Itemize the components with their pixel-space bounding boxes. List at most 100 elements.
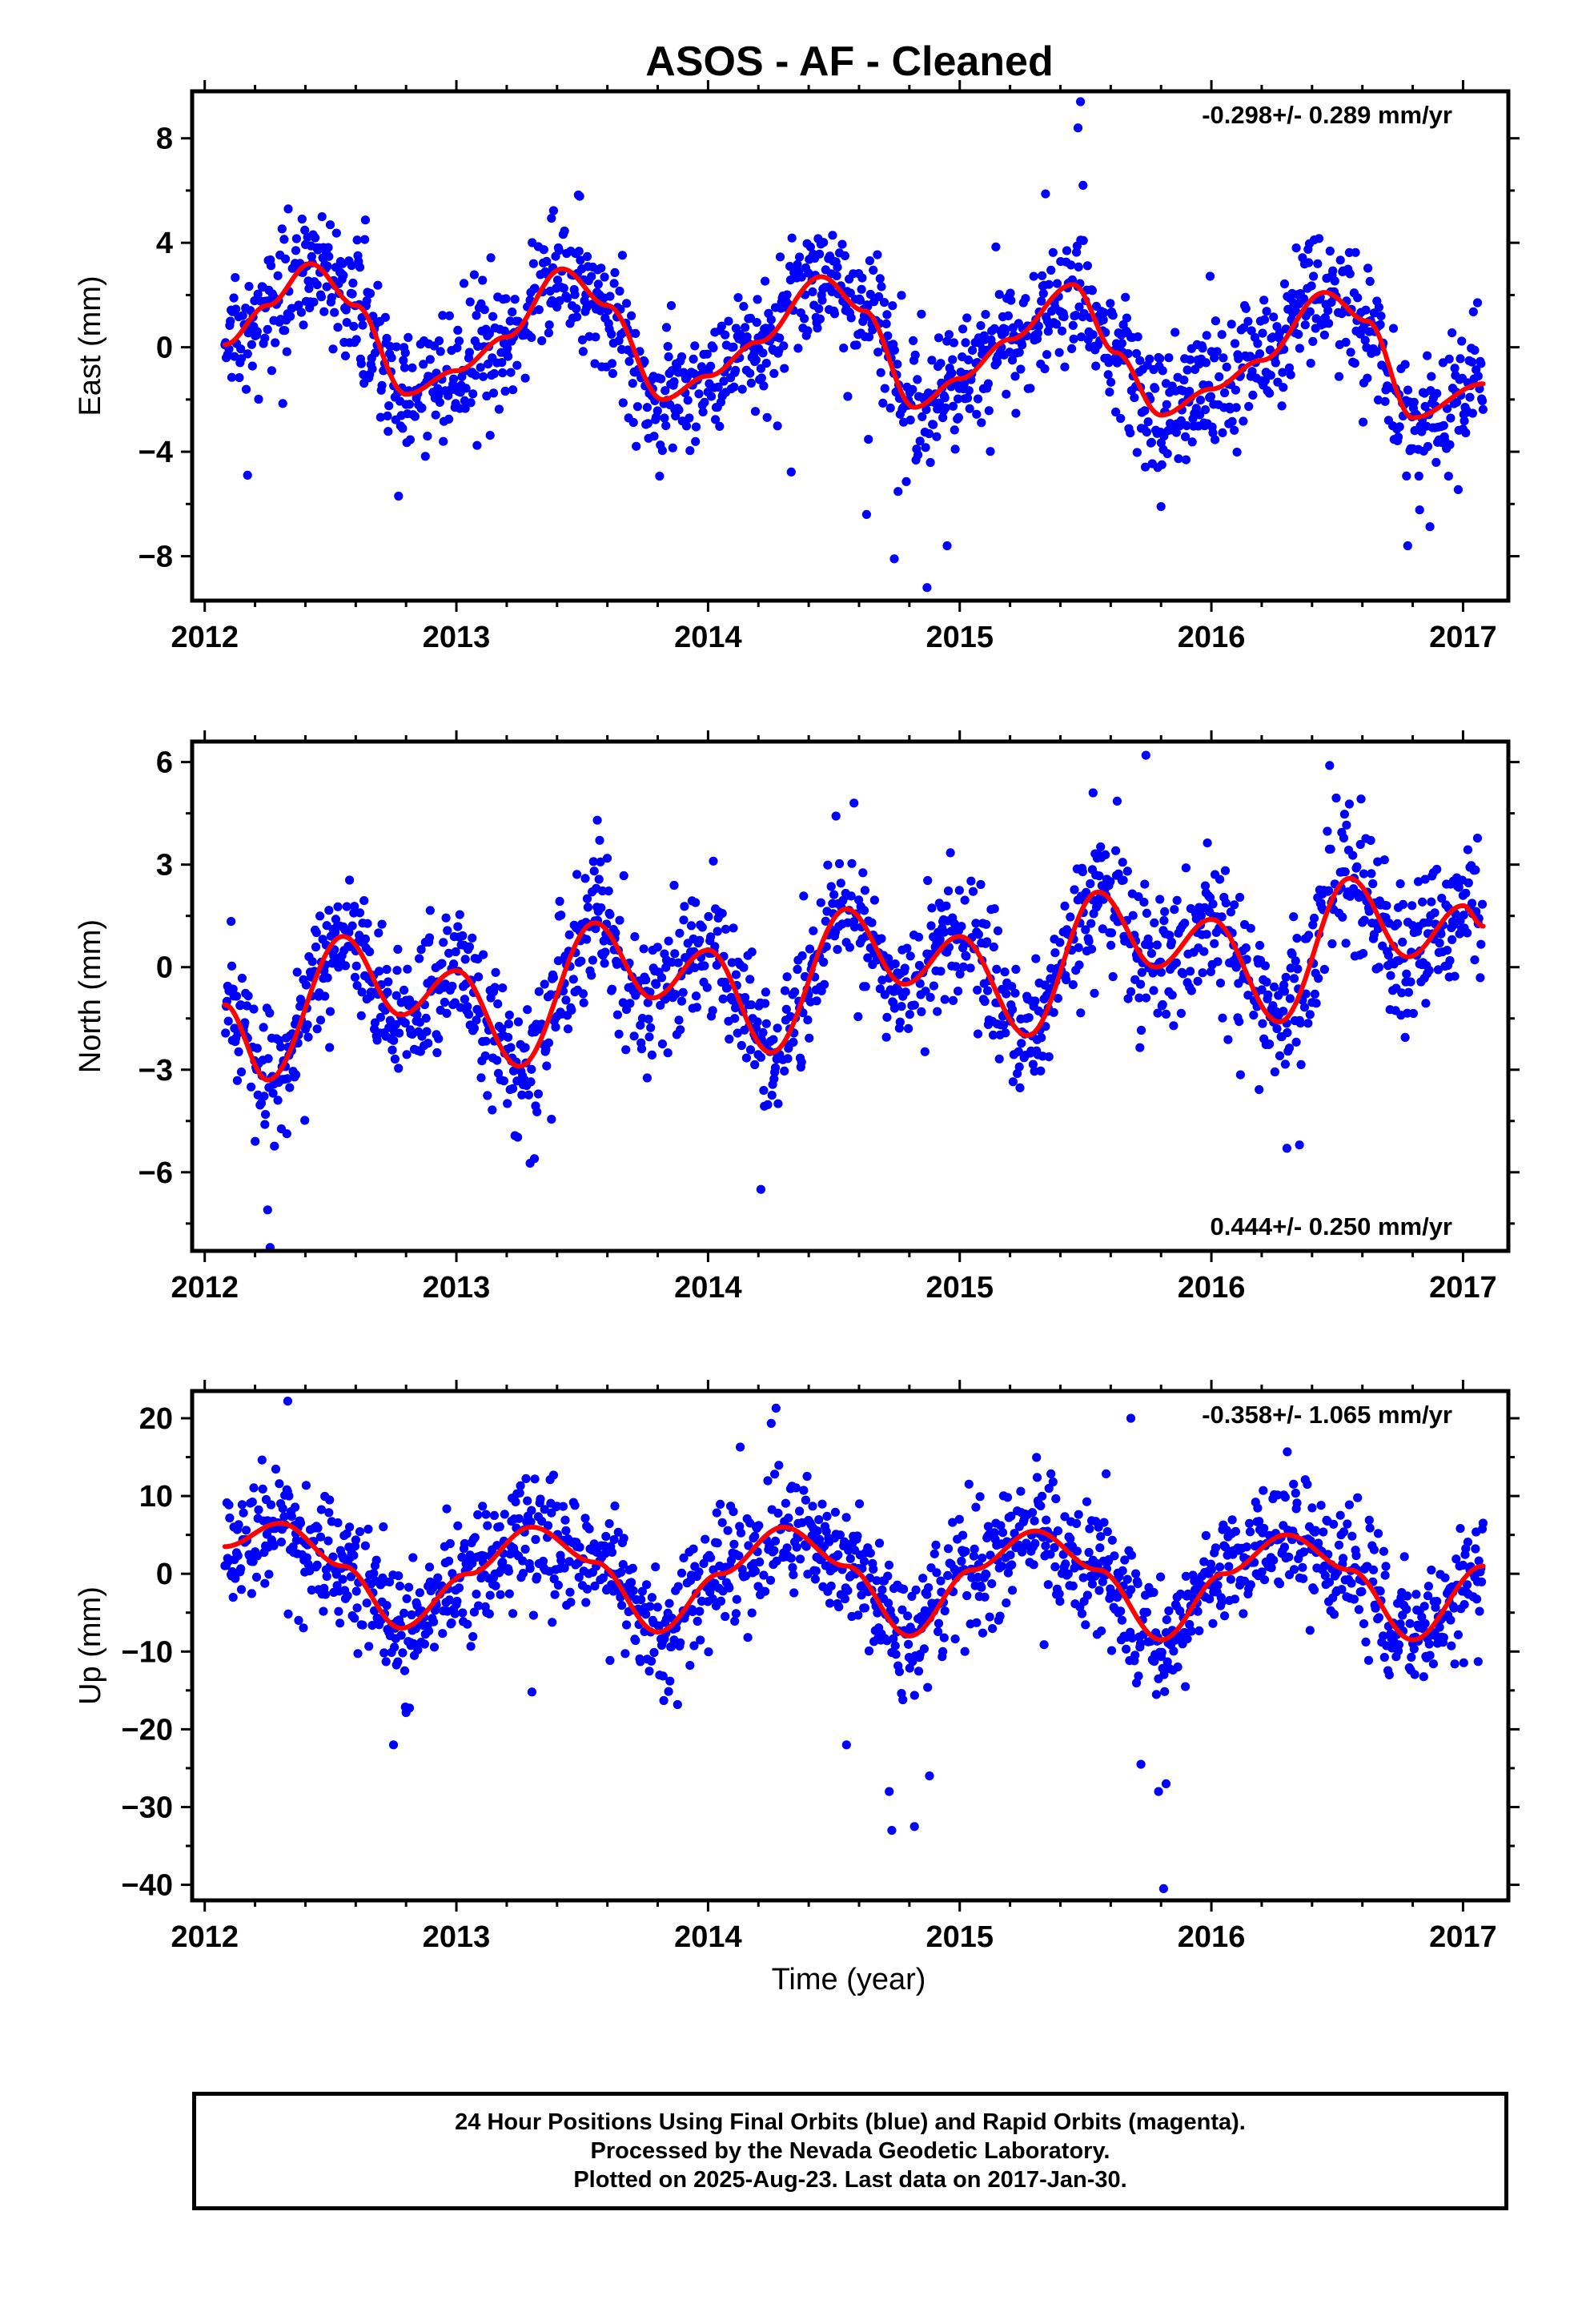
data-point [669,377,679,387]
data-point [1398,937,1407,947]
data-point [340,961,351,971]
data-point [1269,312,1279,322]
data-point [1008,1077,1018,1087]
data-point [924,428,934,439]
data-point [1339,833,1349,842]
data-point [889,345,899,355]
data-point [465,1550,475,1560]
data-point [907,1591,917,1601]
data-point [1077,332,1086,342]
data-point [492,1055,502,1065]
data-point [316,1505,326,1514]
data-point [763,1100,773,1109]
data-point [729,342,738,352]
data-point [700,397,709,407]
data-point [383,987,392,997]
data-point [379,1522,388,1532]
data-point [661,963,671,972]
data-point [454,336,464,346]
data-point [1054,348,1064,357]
data-point [400,1018,410,1028]
data-point [588,955,598,965]
data-point [664,936,673,946]
data-point [761,1586,770,1596]
data-point [1328,266,1338,275]
data-point [1306,359,1315,368]
data-point [527,332,536,342]
outlier-point [887,1826,897,1835]
data-point [539,245,548,255]
data-point [884,1560,894,1570]
data-point [554,245,564,255]
y-tick-label: 0 [156,951,173,985]
data-point [360,1541,370,1550]
data-point [929,420,938,429]
data-point [1159,915,1169,926]
data-point [358,1620,367,1630]
data-point [988,1030,998,1040]
data-point [1375,1586,1385,1596]
data-point [1253,1503,1263,1513]
data-point [1379,1652,1389,1663]
data-point [482,391,492,401]
data-point [460,995,470,1004]
data-point [1463,1538,1472,1547]
data-point [1038,1491,1047,1501]
data-point [463,1619,472,1629]
data-point [883,331,893,340]
outlier-point [243,470,252,480]
data-point [1339,1554,1348,1563]
data-point [936,1576,946,1586]
data-point [1165,931,1174,940]
data-point [1446,1615,1456,1625]
data-point [339,271,348,280]
data-point [383,411,392,421]
data-point [1157,460,1166,469]
data-point [957,1556,966,1566]
data-point [303,1559,313,1569]
data-point [244,282,254,292]
data-point [636,1044,647,1054]
data-point [828,1377,837,1386]
data-point [1082,261,1092,271]
data-point [809,926,818,935]
data-point [881,319,891,328]
data-point [551,1023,560,1032]
data-point [247,1498,257,1507]
outlier-point [527,1687,537,1697]
data-point [1126,987,1136,996]
data-point [1272,1023,1282,1034]
data-point [240,1018,250,1027]
data-point [1059,312,1069,322]
data-point [700,961,709,971]
data-point [931,1540,941,1550]
data-point [355,908,365,918]
data-point [652,943,662,952]
data-point [1303,1479,1312,1490]
data-point [1196,911,1206,920]
data-point [618,398,628,408]
data-point [801,1542,811,1551]
data-point [815,1534,825,1544]
data-point [605,292,615,301]
data-point [978,1554,987,1563]
data-point [769,1546,779,1555]
data-point [786,1554,796,1563]
data-point [1133,1579,1142,1589]
data-point [234,1520,243,1530]
data-point [325,1007,335,1016]
data-point [982,1570,991,1579]
data-point [1166,937,1176,947]
data-point [729,382,739,392]
data-point [791,1483,801,1493]
data-point [717,321,727,331]
outlier-point [263,1205,272,1215]
data-point [291,234,301,243]
data-point [643,419,652,428]
data-point [282,347,291,356]
data-point [790,987,800,997]
data-point [1420,875,1430,884]
data-point [1409,1644,1419,1654]
data-point [1090,988,1099,998]
data-point [1324,886,1334,895]
